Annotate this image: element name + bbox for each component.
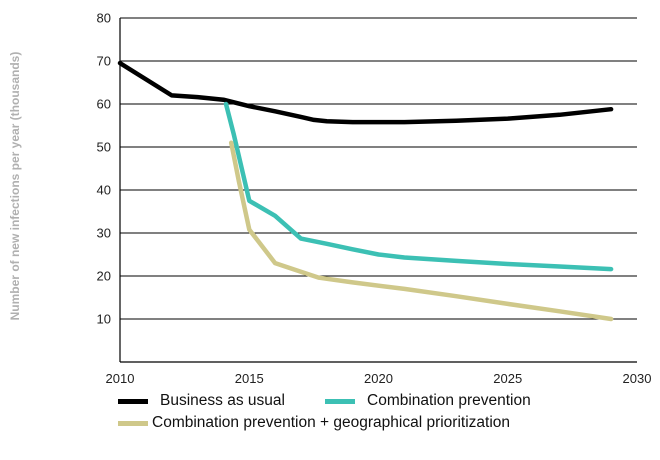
- legend-item-combination-prevention: Combination prevention: [325, 392, 531, 410]
- legend-label-geographical-prioritization: Combination prevention + geographical pr…: [152, 414, 511, 431]
- legend-label-combination-prevention: Combination prevention: [367, 392, 531, 409]
- legend-swatch-geographical-prioritization: [118, 420, 148, 426]
- series-line-geographical-prioritization: [228, 140, 614, 322]
- y-axis-title: Number of new infections per year (thous…: [8, 52, 22, 321]
- legend-label-business-as-usual: Business as usual: [160, 392, 285, 409]
- y-tick-label-70: 70: [97, 54, 111, 69]
- y-tick-label-80: 80: [97, 11, 111, 26]
- y-tick-label-50: 50: [97, 140, 111, 155]
- legend-item-geographical-prioritization: Combination prevention + geographical pr…: [118, 414, 510, 432]
- gridlines: [120, 17, 637, 320]
- legend-swatch-business-as-usual: [118, 398, 148, 404]
- y-tick-label-20: 20: [97, 269, 111, 284]
- y-tick-label-10: 10: [97, 312, 111, 327]
- x-tick-label-2015: 2015: [235, 371, 264, 386]
- x-tick-label-2010: 2010: [106, 371, 135, 386]
- y-tick-label-60: 60: [97, 97, 111, 112]
- x-tick-labels: 2010 2015 2020 2025 2030: [106, 371, 652, 386]
- series-lines: [117, 60, 614, 322]
- x-tick-label-2030: 2030: [623, 371, 652, 386]
- y-tick-label-40: 40: [97, 183, 111, 198]
- x-tick-label-2025: 2025: [493, 371, 522, 386]
- series-line-combination-prevention: [223, 101, 614, 272]
- legend-swatch-combination-prevention: [325, 398, 355, 404]
- legend-item-business-as-usual: Business as usual: [118, 392, 285, 410]
- x-tick-label-2020: 2020: [364, 371, 393, 386]
- series-line-business-as-usual: [117, 60, 614, 125]
- y-tick-labels: 10 20 30 40 50 60 70 80: [97, 11, 111, 327]
- y-tick-label-30: 30: [97, 226, 111, 241]
